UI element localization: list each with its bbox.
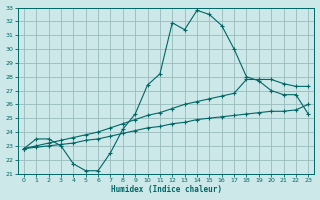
X-axis label: Humidex (Indice chaleur): Humidex (Indice chaleur) bbox=[111, 185, 221, 194]
